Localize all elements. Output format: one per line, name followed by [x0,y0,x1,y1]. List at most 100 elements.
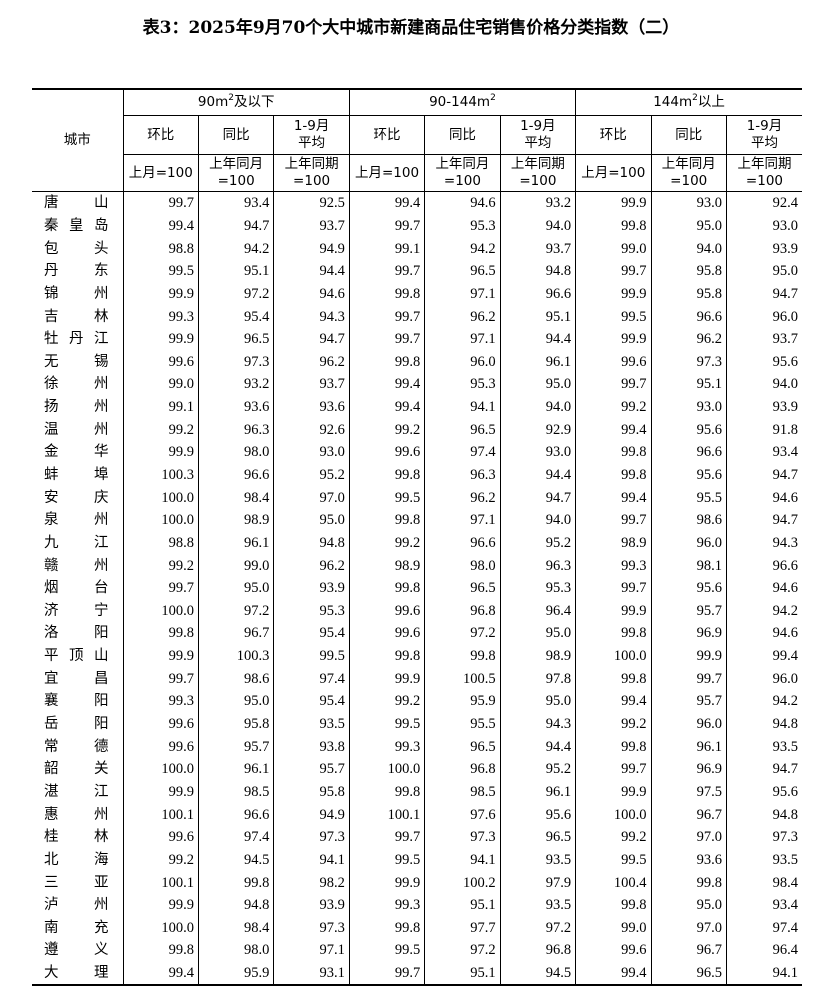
index-value: 96.9 [650,758,727,781]
index-value: 97.2 [499,916,576,940]
index-value: 99.3 [122,690,199,713]
index-value: 92.6 [273,418,350,442]
index-value: 94.1 [424,848,501,872]
city-name: 温州 [44,421,109,438]
index-value: 98.4 [197,916,274,940]
index-value: 97.2 [424,622,501,645]
index-value: 93.9 [273,893,350,917]
header-row-bases: 上月=100 上年同月 =100 上年同期 =100 上月=100 上年同月 =100 上… [32,154,802,192]
index-value: 100.0 [122,599,199,623]
city-name: 宜昌 [44,670,109,687]
index-value: 99.6 [348,599,425,623]
index-value: 96.0 [424,350,501,374]
index-value: 93.0 [725,214,802,238]
city-cell: 泉州 [32,509,123,532]
index-value: 99.9 [122,644,199,668]
city-name: 蚌埠 [44,467,109,483]
index-value: 96.6 [424,531,501,555]
index-value: 94.3 [725,531,802,555]
city-name: 唐山 [44,195,109,212]
index-value: 96.1 [650,735,727,759]
index-value: 95.0 [197,690,274,713]
group-label-suffix: 及以下 [233,94,275,110]
index-value: 99.9 [575,327,652,351]
index-value: 96.5 [424,576,501,600]
index-value: 95.0 [725,259,802,283]
index-value: 94.1 [725,961,802,986]
city-cell: 襄阳 [32,690,123,713]
index-value: 95.1 [424,961,501,986]
table-row: 赣州 99.2 99.0 96.2 98.9 98.0 96.3 99.3 98.1 96.6 [32,554,802,577]
index-value: 94.2 [725,690,802,713]
index-value: 99.7 [348,259,425,283]
index-value: 100.5 [424,667,501,691]
city-cell: 北海 [32,849,123,872]
index-value: 95.8 [197,712,274,736]
index-value: 99.7 [348,305,425,328]
index-value: 93.8 [273,735,350,759]
index-value: 95.4 [273,690,350,713]
index-value: 94.6 [725,622,802,645]
index-value: 95.2 [273,463,350,487]
index-value: 95.6 [725,780,802,804]
index-value: 94.0 [725,373,802,396]
index-value: 97.8 [499,667,576,691]
index-value: 94.5 [197,848,274,872]
index-value: 94.9 [273,237,350,260]
index-value: 97.2 [197,599,274,623]
index-value: 92.9 [499,418,576,442]
city-name: 泉州 [44,512,109,529]
index-value: 94.4 [273,259,350,283]
index-value: 100.0 [575,803,652,826]
index-value: 99.0 [197,554,274,577]
index-value: 99.6 [575,350,652,374]
base-same-month-last-year: 上年同月 =100 [197,154,275,192]
city-name: 北海 [44,851,109,868]
index-value: 96.5 [424,259,501,283]
index-value: 99.7 [575,508,652,532]
mom-header: 环比 [348,115,426,155]
city-name: 常德 [44,738,109,755]
index-value: 99.8 [575,735,652,759]
index-value: 94.2 [725,599,802,623]
index-value: 99.6 [348,622,425,645]
index-value: 99.1 [348,237,425,260]
index-value: 99.0 [575,916,652,940]
index-value: 96.5 [499,825,576,849]
index-value: 99.7 [348,961,425,986]
index-value: 95.0 [499,690,576,713]
mom-header: 环比 [122,115,199,155]
city-cell: 韶关 [32,758,123,781]
table-row: 韶关 100.0 96.1 95.7 100.0 96.8 95.2 99.7 96.9 94.7 [32,758,802,781]
table-row: 徐州 99.0 93.2 93.7 99.4 95.3 95.0 99.7 95.1 94.0 [32,373,802,396]
city-name: 九江 [44,534,109,551]
city-name: 锦州 [44,285,109,302]
city-cell: 锦州 [32,283,123,306]
city-name: 桂林 [44,829,109,846]
index-value: 99.7 [575,576,652,600]
index-value: 95.6 [650,418,727,442]
index-value: 99.5 [348,486,425,509]
index-value: 99.4 [122,214,199,238]
index-value: 99.4 [575,418,652,442]
index-value: 94.1 [273,848,350,872]
index-value: 93.2 [197,373,274,396]
index-value: 99.0 [575,237,652,260]
index-value: 99.8 [575,463,652,487]
group-sup: 2 [228,93,234,103]
index-value: 93.0 [273,441,350,464]
index-value: 93.6 [273,395,350,419]
base-same-period-last-year: 上年同期 =100 [499,154,577,192]
index-value: 99.6 [122,735,199,759]
index-value: 96.3 [424,463,501,487]
index-value: 97.4 [273,667,350,691]
table-row: 湛江 99.9 98.5 95.8 99.8 98.5 96.1 99.9 97.5 95.6 [32,780,802,804]
index-value: 99.8 [122,939,199,962]
city-name: 惠州 [44,806,109,823]
index-value: 99.8 [348,780,425,804]
index-value: 93.4 [725,441,802,464]
table-title: 表3：2025年9月70个大中城市新建商品住宅销售价格分类指数（二） [142,18,680,38]
index-value: 99.9 [122,893,199,917]
index-value: 95.3 [424,214,501,238]
index-value: 99.4 [348,395,425,419]
